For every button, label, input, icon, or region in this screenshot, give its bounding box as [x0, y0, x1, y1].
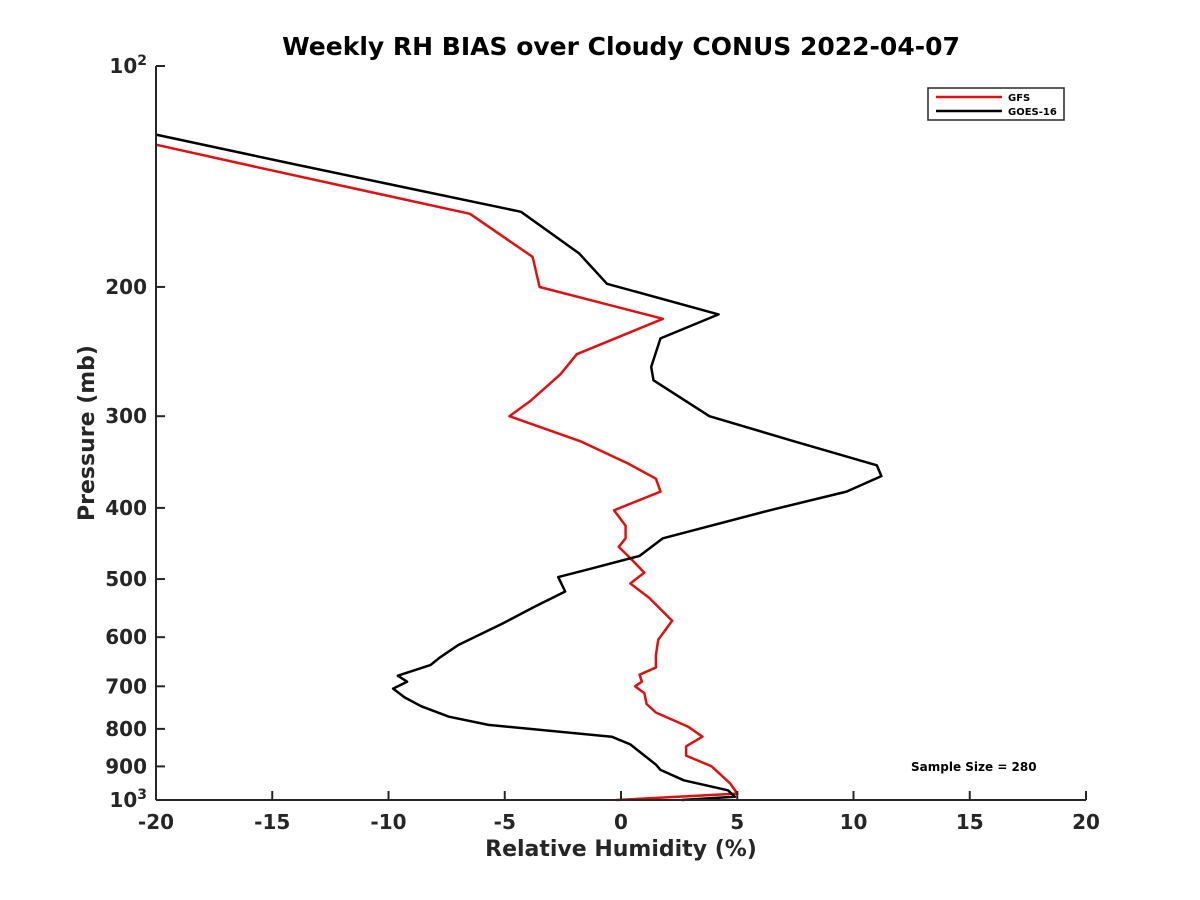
- x-axis-ticks: -20 -15 -10 -5 0 5 10 15 20: [138, 791, 1100, 834]
- x-axis-label: Relative Humidity (%): [485, 837, 757, 862]
- chart-title: Weekly RH BIAS over Cloudy CONUS 2022-04…: [282, 32, 960, 61]
- y-axis-ticks: 102 200 300 400 500 600 700 800 900 103: [105, 53, 165, 812]
- x-tick-label: 5: [730, 810, 744, 834]
- y-axis-label: Pressure (mb): [75, 345, 100, 521]
- legend: GFS GOES-16: [927, 87, 1065, 121]
- legend-box: [927, 87, 1065, 121]
- series-line-goes-16: [155, 133, 883, 802]
- x-tick-label: -20: [138, 810, 174, 834]
- x-tick-label: 20: [1072, 810, 1100, 834]
- x-tick-label: -10: [370, 810, 406, 834]
- y-tick-label: 200: [105, 275, 147, 299]
- x-tick-label: 10: [840, 810, 868, 834]
- sample-size-annotation: Sample Size = 280: [911, 760, 1037, 774]
- y-tick-label: 700: [105, 674, 147, 698]
- series-lines: [155, 133, 883, 802]
- y-tick-label: 600: [105, 625, 147, 649]
- x-tick-label: 15: [956, 810, 984, 834]
- x-tick-label: -5: [494, 810, 516, 834]
- series-line-gfs: [155, 143, 739, 802]
- legend-label-goes-16: GOES-16: [1008, 107, 1057, 118]
- y-tick-label: 102: [109, 53, 147, 78]
- y-tick-label: 800: [105, 717, 147, 741]
- legend-label-gfs: GFS: [1008, 93, 1030, 104]
- y-tick-label: 400: [105, 496, 147, 520]
- y-tick-label: 103: [109, 787, 147, 812]
- y-tick-label: 500: [105, 567, 147, 591]
- y-tick-label: 900: [105, 754, 147, 778]
- plot-area: -20 -15 -10 -5 0 5 10 15 20 102 200 300 400 500 600 70…: [105, 53, 1100, 834]
- x-tick-label: 0: [614, 810, 628, 834]
- x-tick-label: -15: [254, 810, 290, 834]
- y-tick-label: 300: [105, 404, 147, 428]
